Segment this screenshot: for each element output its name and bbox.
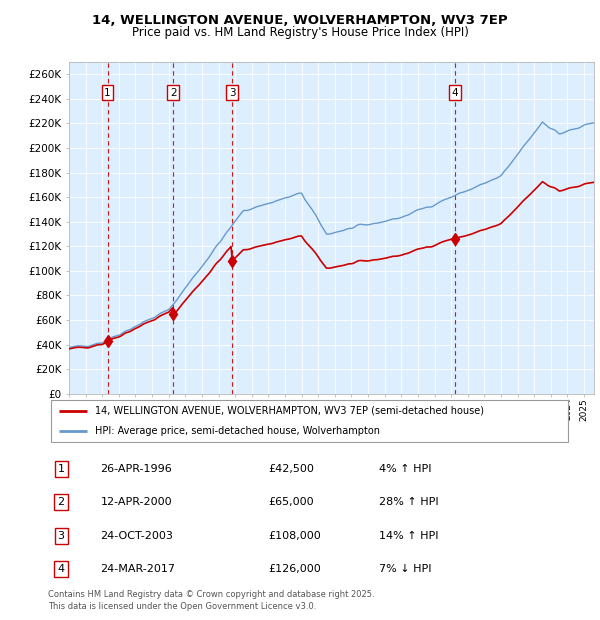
Text: 3: 3	[58, 531, 65, 541]
Text: 1: 1	[58, 464, 65, 474]
Text: 4: 4	[58, 564, 65, 574]
Text: £126,000: £126,000	[269, 564, 321, 574]
Text: 2: 2	[58, 497, 65, 507]
Text: HPI: Average price, semi-detached house, Wolverhampton: HPI: Average price, semi-detached house,…	[95, 426, 380, 436]
Text: 7% ↓ HPI: 7% ↓ HPI	[379, 564, 431, 574]
Text: 14, WELLINGTON AVENUE, WOLVERHAMPTON, WV3 7EP: 14, WELLINGTON AVENUE, WOLVERHAMPTON, WV…	[92, 14, 508, 27]
Text: £65,000: £65,000	[269, 497, 314, 507]
Text: £108,000: £108,000	[269, 531, 321, 541]
Text: 28% ↑ HPI: 28% ↑ HPI	[379, 497, 439, 507]
Text: 14, WELLINGTON AVENUE, WOLVERHAMPTON, WV3 7EP (semi-detached house): 14, WELLINGTON AVENUE, WOLVERHAMPTON, WV…	[95, 405, 484, 416]
Text: 4% ↑ HPI: 4% ↑ HPI	[379, 464, 431, 474]
Text: Contains HM Land Registry data © Crown copyright and database right 2025.
This d: Contains HM Land Registry data © Crown c…	[48, 590, 374, 611]
FancyBboxPatch shape	[50, 400, 568, 442]
Text: 26-APR-1996: 26-APR-1996	[101, 464, 172, 474]
Text: 12-APR-2000: 12-APR-2000	[101, 497, 172, 507]
Text: 4: 4	[452, 87, 458, 98]
Text: 14% ↑ HPI: 14% ↑ HPI	[379, 531, 438, 541]
Text: 24-MAR-2017: 24-MAR-2017	[101, 564, 176, 574]
Text: 2: 2	[170, 87, 176, 98]
Text: 3: 3	[229, 87, 235, 98]
Text: 1: 1	[104, 87, 111, 98]
Text: 24-OCT-2003: 24-OCT-2003	[101, 531, 173, 541]
Text: £42,500: £42,500	[269, 464, 314, 474]
Text: Price paid vs. HM Land Registry's House Price Index (HPI): Price paid vs. HM Land Registry's House …	[131, 26, 469, 39]
